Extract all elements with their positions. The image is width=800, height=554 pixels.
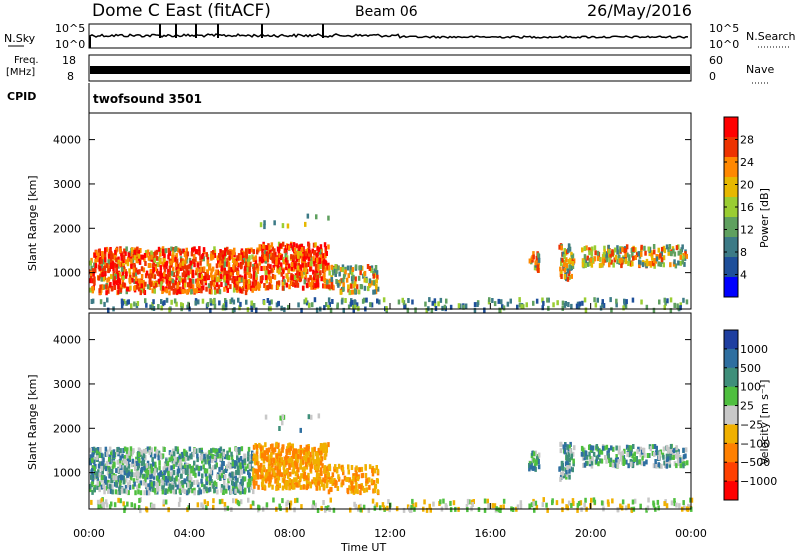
nsky-label: N.Sky	[4, 32, 36, 45]
x-tick-label: 08:00	[274, 527, 306, 540]
cpid-label: CPID	[7, 90, 36, 103]
nave-tick-bottom: 0	[709, 70, 716, 83]
x-tick-label: 20:00	[575, 527, 607, 540]
velocity-ylabel: Slant Range [km]	[26, 374, 39, 470]
x-tick-label: 04:00	[173, 527, 205, 540]
y-tick-label: 4000	[53, 134, 81, 147]
power-colorbar: 28 24 20 16 12 8 4	[723, 116, 754, 298]
freq-unit: [MHz]	[6, 67, 35, 78]
y-tick-label: 2000	[53, 422, 81, 435]
x-tick-label: 16:00	[474, 527, 506, 540]
y-tick-label: 3000	[53, 178, 81, 191]
colorbar-tick-label: 20	[740, 179, 754, 192]
colorbar-tick-label: −100	[740, 437, 770, 450]
x-tick-label: 12:00	[374, 527, 406, 540]
freq-tick-bottom: 8	[67, 70, 74, 83]
nsky-strip-frame	[88, 23, 692, 49]
freq-tick-top: 18	[62, 54, 76, 67]
nsearch-label: N.Search	[746, 30, 796, 43]
y-tick-label: 2000	[53, 222, 81, 235]
colorbar-tick-label: 16	[740, 201, 754, 214]
power-colorbar-label: Power [dB]	[758, 188, 771, 248]
velocity-colorbar-label: Velocity [m s⁻¹]	[758, 380, 771, 465]
y-tick-label: 1000	[53, 267, 81, 280]
colorbar-tick-label: 500	[740, 362, 761, 375]
colorbar-tick-label: 24	[740, 156, 754, 169]
colorbar-tick-label: −500	[740, 456, 770, 469]
power-y-ticks: 4000 3000 2000 1000	[53, 134, 691, 280]
x-axis-label: Time UT	[340, 541, 386, 554]
freq-label: Freq.	[14, 55, 39, 66]
power-scatter	[89, 213, 689, 314]
date-label: 26/May/2016	[587, 1, 692, 20]
colorbar-tick-label: −1000	[740, 475, 777, 488]
colorbar-tick-label: 28	[740, 134, 754, 147]
y-tick-label: 1000	[53, 467, 81, 480]
colorbar-tick-label: 1000	[740, 343, 768, 356]
colorbar-tick-label: 25	[740, 400, 754, 413]
y-tick-label: 4000	[53, 334, 81, 347]
colorbar-tick-label: 100	[740, 381, 761, 394]
nsky-tick-bottom: 10^0	[55, 38, 85, 51]
nsky-trace	[89, 24, 689, 48]
colorbar-tick-label: 12	[740, 224, 754, 237]
nave-tick-top: 60	[709, 54, 723, 67]
colorbar-tick-label: −25	[740, 418, 763, 431]
plot-title: Dome C East (fitACF)	[92, 1, 271, 21]
freq-trace	[90, 66, 690, 74]
colorbar-tick-label: 4	[740, 269, 747, 282]
nave-label: Nave	[746, 63, 774, 76]
beam-label: Beam 06	[355, 4, 418, 20]
x-tick-label: 00:00	[675, 527, 707, 540]
cpid-value: twofsound 3501	[93, 92, 202, 106]
nsearch-tick-top: 10^5	[709, 22, 739, 35]
colorbar-tick-label: 8	[740, 246, 747, 259]
power-ylabel: Slant Range [km]	[26, 175, 39, 271]
time-axis: 00:00 04:00 08:00 12:00 16:00 20:00 00:00	[73, 303, 707, 540]
x-tick-label: 00:00	[73, 527, 105, 540]
nsky-tick-top: 10^5	[55, 22, 85, 35]
y-tick-label: 3000	[53, 378, 81, 391]
velocity-scatter	[89, 413, 694, 514]
velocity-y-ticks: 4000 3000 2000 1000	[53, 334, 691, 480]
freq-strip-frame	[88, 54, 692, 82]
nsearch-tick-bottom: 10^0	[709, 38, 739, 51]
velocity-colorbar: 1000 500 100 25 −25 −100 −500 −1000	[723, 329, 777, 501]
